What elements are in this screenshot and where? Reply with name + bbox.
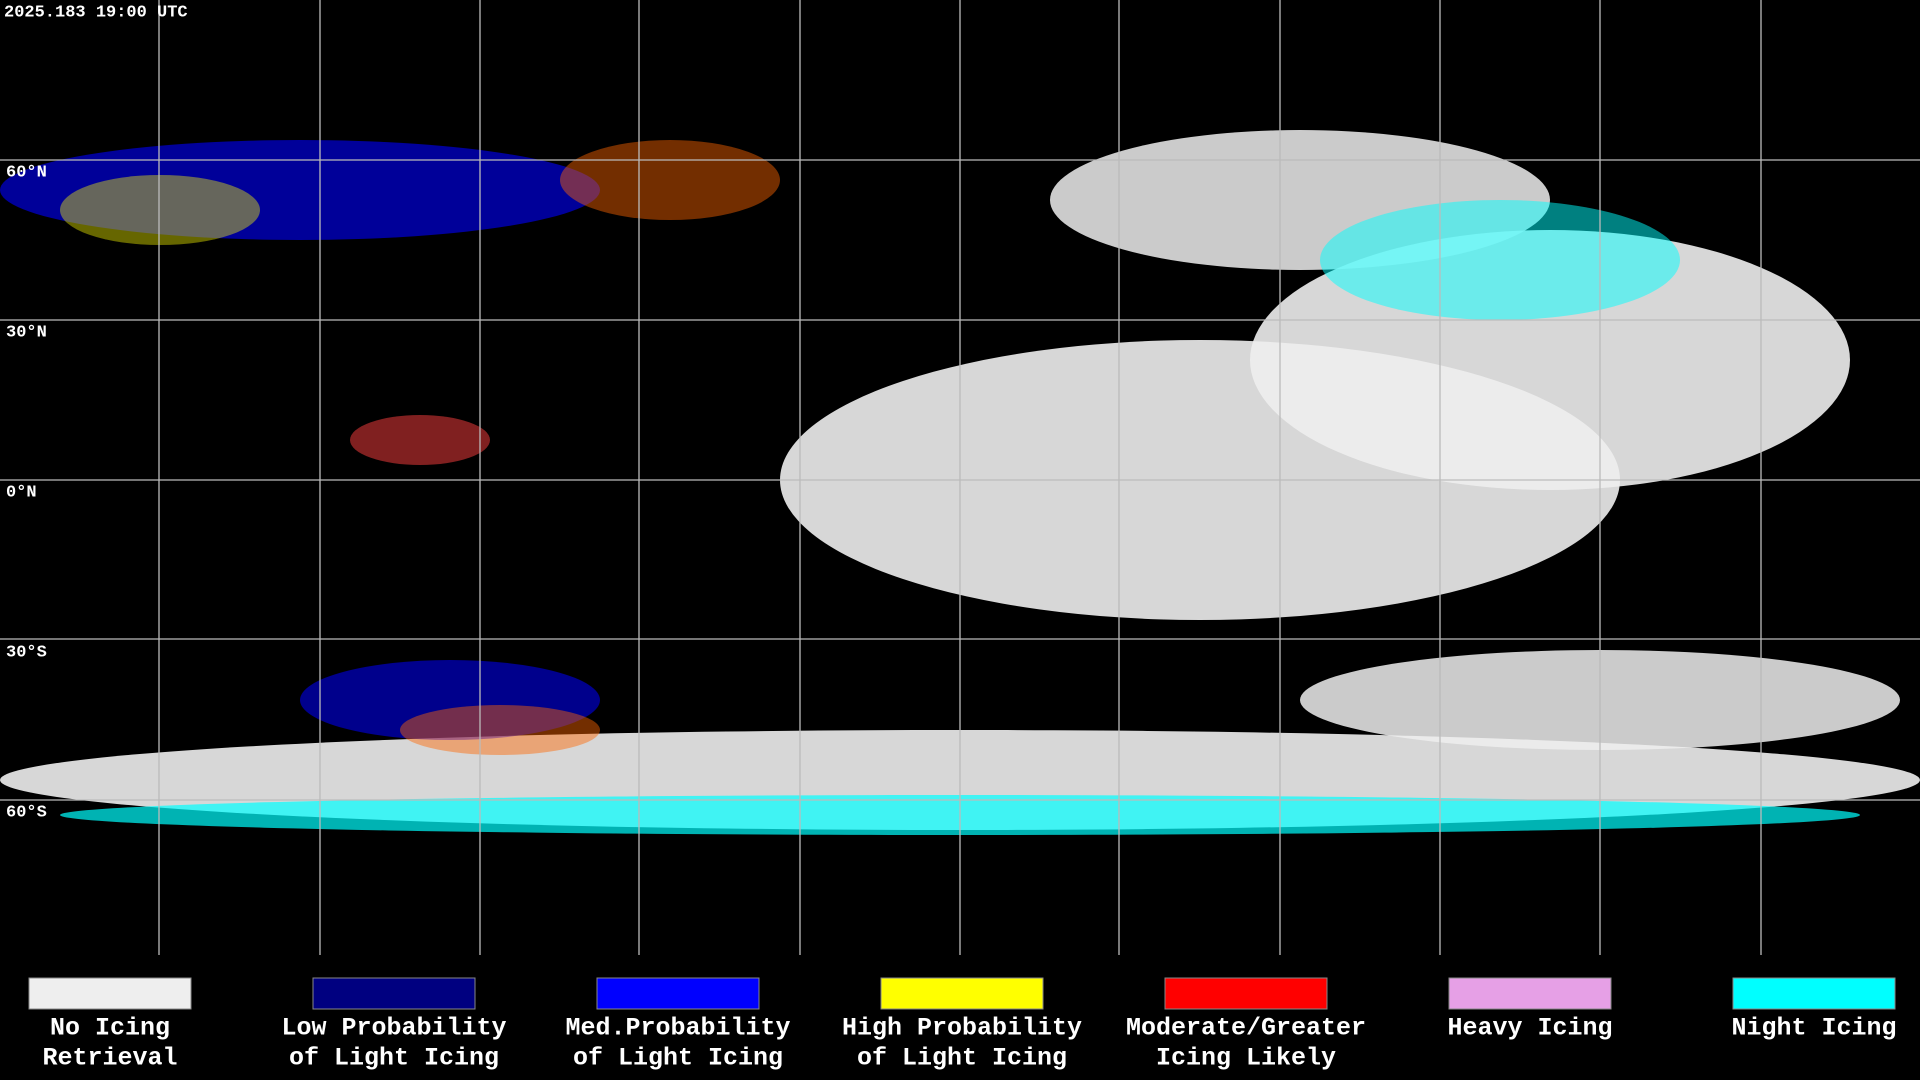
cloud — [400, 705, 600, 755]
legend-label: High Probability — [842, 1014, 1082, 1043]
cloud — [60, 175, 260, 245]
legend-label: Icing Likely — [1156, 1044, 1336, 1073]
legend-swatch — [1164, 977, 1328, 1010]
legend-label: Retrieval — [42, 1044, 177, 1073]
legend-swatch — [880, 977, 1044, 1010]
timestamp: 2025.183 19:00 UTC — [4, 3, 188, 22]
legend-swatch — [596, 977, 760, 1010]
latitude-label: 60°S — [6, 803, 47, 822]
cloud — [300, 660, 600, 740]
legend-label: of Light Icing — [573, 1044, 783, 1073]
legend-label: No Icing — [50, 1014, 170, 1043]
legend-swatch — [1448, 977, 1612, 1010]
legend-label: Moderate/Greater — [1126, 1014, 1366, 1043]
legend-label: Med.Probability — [565, 1014, 790, 1043]
legend-label: of Light Icing — [857, 1044, 1067, 1073]
latitude-label: 30°N — [6, 323, 47, 342]
latitude-label: 30°S — [6, 643, 47, 662]
legend-label: Night Icing — [1731, 1014, 1896, 1043]
legend-swatch — [28, 977, 192, 1010]
latitude-label: 60°N — [6, 163, 47, 182]
cloud — [350, 415, 490, 465]
cloud — [560, 140, 780, 220]
legend-label: of Light Icing — [289, 1044, 499, 1073]
legend-label: Low Probability — [281, 1014, 506, 1043]
graticule — [0, 0, 1920, 955]
legend-label: Heavy Icing — [1447, 1014, 1612, 1043]
latitude-label: 0°N — [6, 483, 37, 502]
cloud — [0, 140, 600, 240]
legend-swatch — [312, 977, 476, 1010]
cloud — [1320, 200, 1680, 320]
legend-swatch — [1732, 977, 1896, 1010]
